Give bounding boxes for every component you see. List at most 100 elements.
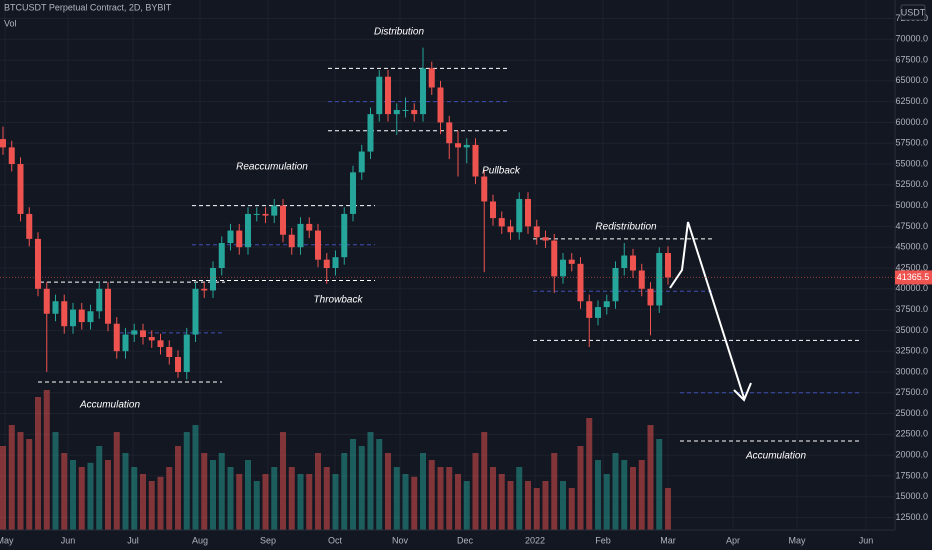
last-price-box xyxy=(895,270,932,285)
volume-bar xyxy=(551,453,558,530)
candle-body xyxy=(428,68,435,88)
volume-bar xyxy=(218,453,225,530)
y-tick-label: 12500.0 xyxy=(895,512,928,522)
last-price-label: 41365.5 xyxy=(897,272,930,282)
y-tick-label: 67500.0 xyxy=(895,54,928,64)
x-tick-label: Oct xyxy=(328,535,343,545)
candle-body xyxy=(455,143,461,148)
candle-body xyxy=(595,307,601,318)
volume-bar xyxy=(0,446,6,530)
y-tick-label: 57500.0 xyxy=(895,138,928,148)
volume-bar xyxy=(43,390,50,530)
y-tick-label: 35000.0 xyxy=(895,325,928,335)
x-tick-label: Apr xyxy=(726,535,740,545)
candle-body xyxy=(70,309,76,327)
candle-body xyxy=(472,144,479,177)
price-axis: 12500.0 15000.0 17500.0 20000.0 22500.0 25000… xyxy=(895,13,928,522)
volume-bar xyxy=(332,474,339,530)
volume-bar xyxy=(638,460,645,530)
candle-body xyxy=(78,309,85,323)
x-tick-label: 2022 xyxy=(525,535,545,545)
volume-bar xyxy=(507,481,514,530)
y-tick-label: 22500.0 xyxy=(895,429,928,439)
x-tick-label: Feb xyxy=(595,535,611,545)
volume-bar xyxy=(131,467,138,530)
candle-body xyxy=(498,218,505,227)
currency-box[interactable] xyxy=(900,4,926,21)
volume-bar xyxy=(288,467,295,530)
x-tick-label: Jun xyxy=(61,535,76,545)
annotation: Throwback xyxy=(314,295,364,306)
x-tick-label: May xyxy=(788,535,806,545)
volume-bar xyxy=(148,481,155,530)
volume-bar xyxy=(306,474,313,530)
volume-bar xyxy=(376,439,383,530)
candle-body xyxy=(446,122,453,144)
volume-bar xyxy=(603,474,610,530)
volume-bar xyxy=(166,467,173,530)
x-tick-label: Dec xyxy=(457,535,474,545)
x-tick-label: Sep xyxy=(260,535,276,545)
candle-body xyxy=(140,330,146,338)
candle-body xyxy=(481,176,488,202)
candle-body xyxy=(280,205,286,235)
candle-body xyxy=(315,230,321,260)
volume-bar xyxy=(192,425,199,530)
volume-bar xyxy=(446,467,453,530)
volume-bar xyxy=(437,467,444,530)
annotation: Redistribution xyxy=(595,222,657,233)
candle-body xyxy=(96,288,103,312)
y-tick-label: 15000.0 xyxy=(895,491,928,501)
candle-body xyxy=(253,213,260,215)
candle-body xyxy=(87,311,94,323)
volume-bar xyxy=(656,439,663,530)
candle-body xyxy=(183,334,190,372)
x-tick-label: Nov xyxy=(392,535,409,545)
candle-body xyxy=(157,340,164,348)
volume-bar xyxy=(490,467,496,530)
candle-body xyxy=(358,151,365,173)
candle-body xyxy=(61,301,68,327)
arrow-head xyxy=(733,382,752,402)
candle-body xyxy=(516,198,523,233)
candle-body xyxy=(630,255,636,271)
volume-bar xyxy=(420,453,426,530)
y-tick-label: 50000.0 xyxy=(895,200,928,210)
volume-bar xyxy=(560,481,566,530)
volume-bar xyxy=(210,460,216,530)
candle-body xyxy=(166,347,173,357)
candle-body xyxy=(245,213,251,248)
y-tick-label: 40000.0 xyxy=(895,283,928,293)
volume-bar xyxy=(358,446,365,530)
y-tick-label: 37500.0 xyxy=(895,304,928,314)
volume-bar xyxy=(516,467,523,530)
candle-body xyxy=(551,240,558,277)
candle-body xyxy=(271,205,278,216)
candle-body xyxy=(201,288,208,291)
y-tick-label: 47500.0 xyxy=(895,221,928,231)
candle-body xyxy=(560,259,566,277)
volume-bars xyxy=(0,390,671,530)
x-tick-label: May xyxy=(0,535,14,545)
candle-body xyxy=(35,238,41,289)
volume-bar xyxy=(26,439,33,530)
candle-body xyxy=(376,76,383,115)
candle-body xyxy=(210,268,216,291)
x-tick-label: Mar xyxy=(660,535,676,545)
candle-body xyxy=(385,76,391,115)
y-tick-label: 25000.0 xyxy=(895,408,928,418)
volume-bar xyxy=(175,446,181,530)
candle-body xyxy=(612,268,619,302)
candle-body xyxy=(665,253,671,278)
volume-bar xyxy=(87,462,94,530)
candle-body xyxy=(507,226,514,233)
annotation: Distribution xyxy=(374,27,424,38)
candle-body xyxy=(647,288,654,306)
volume-bar xyxy=(315,453,321,530)
y-tick-label: 17500.0 xyxy=(895,470,928,480)
x-tick-label: Jul xyxy=(127,535,139,545)
candle-body xyxy=(262,213,269,216)
volume-bar xyxy=(323,467,330,530)
